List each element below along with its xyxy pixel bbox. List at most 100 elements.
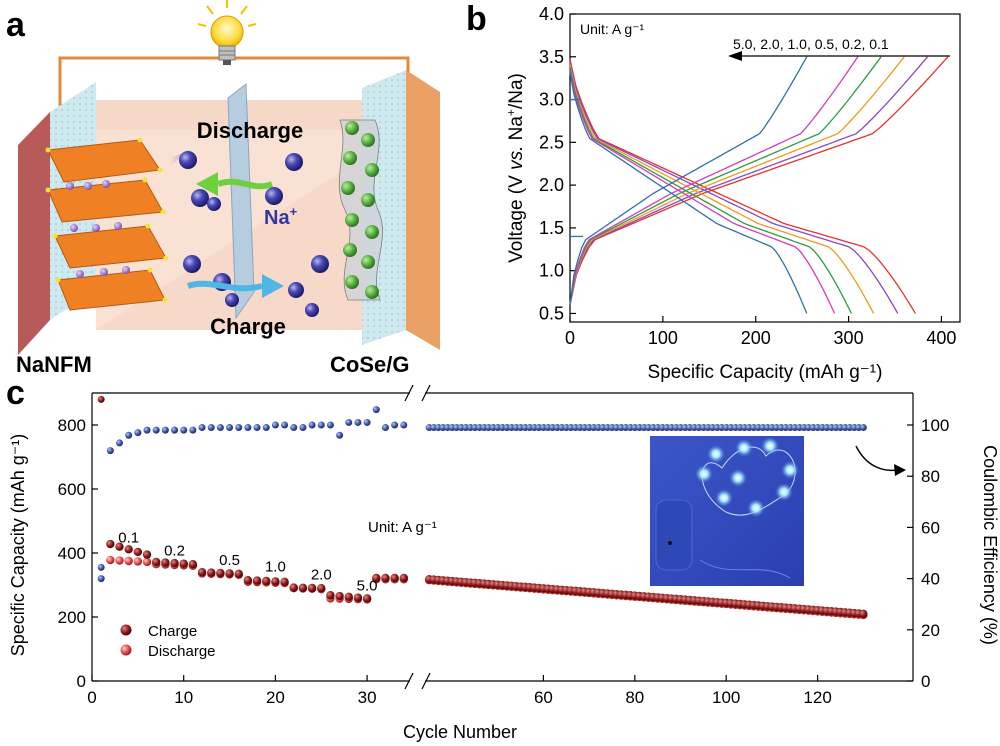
ce-point bbox=[152, 426, 160, 434]
ce-point bbox=[125, 431, 133, 439]
panel-b-charge-curve-5.0 bbox=[569, 56, 808, 305]
panel-c-y-right-tick-label: 0 bbox=[921, 672, 930, 691]
legend-charge-marker bbox=[120, 624, 132, 636]
charge-point bbox=[252, 576, 262, 585]
charge-point bbox=[344, 592, 353, 602]
panel-b-label: b bbox=[466, 0, 487, 38]
right-current-collector bbox=[406, 70, 440, 350]
panel-b-y-tick-label: 3.5 bbox=[539, 47, 564, 67]
panel-b-charge-curve-0.1 bbox=[569, 56, 949, 306]
discharge-point bbox=[133, 557, 143, 566]
ce-point bbox=[180, 426, 188, 434]
panel-c-y-left-tick-label: 200 bbox=[58, 608, 86, 627]
panel-b-unit-note: Unit: A g⁻¹ bbox=[580, 21, 645, 37]
panel-c-x-tick-label: 20 bbox=[266, 688, 285, 707]
panel-c-y-left-tick-label: 400 bbox=[58, 544, 86, 563]
panel-c-axis-break-mark bbox=[404, 384, 414, 402]
panel-c-rate-label: 1.0 bbox=[265, 558, 286, 575]
panel-c-y-right-label: Coulombic Efficiency (%) bbox=[980, 445, 1000, 645]
ce-point bbox=[198, 424, 206, 432]
ce-point bbox=[372, 406, 380, 414]
ce-point bbox=[97, 575, 105, 583]
charge-label: Charge bbox=[210, 314, 286, 339]
legend-discharge-label: Discharge bbox=[148, 643, 216, 660]
charge-point bbox=[133, 547, 143, 557]
charge-point bbox=[216, 568, 225, 578]
right-electrode-name: CoSe/G bbox=[330, 352, 409, 377]
panel-b-rate-list: 5.0, 2.0, 1.0, 0.5, 0.2, 0.1 bbox=[733, 36, 889, 52]
panel-a-schematic: a bbox=[6, 0, 440, 377]
discharge-point bbox=[115, 556, 124, 565]
panel-c-rate-label: 2.0 bbox=[311, 566, 332, 583]
panel-b-discharge-curve-5.0 bbox=[569, 72, 808, 314]
ce-point bbox=[189, 426, 197, 434]
ce-point bbox=[336, 431, 344, 439]
charge-point bbox=[280, 577, 289, 586]
charge-point bbox=[97, 395, 105, 403]
panel-c-y-left-tick-label: 800 bbox=[58, 416, 86, 435]
panel-c-rate-label: 0.2 bbox=[164, 542, 185, 559]
ce-point bbox=[226, 424, 234, 432]
charge-point bbox=[859, 609, 868, 618]
panel-b-x-tick-label: 0 bbox=[565, 328, 575, 348]
panel-c-axis-break-mark bbox=[421, 384, 431, 402]
panel-c-y-right-tick-label: 80 bbox=[921, 467, 940, 486]
panel-c-x-tick-label: 30 bbox=[358, 688, 377, 707]
charge-point bbox=[362, 594, 372, 603]
panel-b-y-tick-label: 0.5 bbox=[539, 303, 564, 323]
coSe-graphene-electrode bbox=[338, 119, 383, 301]
charge-point bbox=[243, 576, 253, 585]
separator bbox=[227, 83, 255, 320]
charge-point bbox=[161, 558, 170, 567]
charge-point bbox=[326, 591, 335, 600]
panel-b-x-tick-label: 400 bbox=[926, 328, 956, 348]
charge-point bbox=[234, 569, 243, 578]
panel-b-y-tick-label: 1.0 bbox=[539, 261, 564, 281]
panel-b-curves bbox=[569, 56, 949, 314]
charge-point bbox=[115, 542, 124, 551]
panel-a-label: a bbox=[6, 6, 26, 44]
panel-c-axis-ticks: 0 10 20 30 60 80 100 120 0 200 400 600 800 0 20 40 60 80 1… bbox=[58, 416, 950, 707]
charge-arrow-icon bbox=[186, 274, 284, 298]
charge-point bbox=[124, 545, 133, 554]
panel-c-x-tick-label: 120 bbox=[803, 688, 831, 707]
panel-c-rate-annotations: 0.10.20.51.02.05.00.5 bbox=[118, 530, 677, 595]
panel-b-discharge-curve-0.2 bbox=[569, 61, 899, 314]
panel-b-charge-curve-2.0 bbox=[569, 56, 859, 306]
discharge-point bbox=[142, 557, 152, 567]
charge-point bbox=[381, 573, 390, 583]
panel-b-y-tick-label: 2.5 bbox=[539, 132, 564, 152]
panel-b-charge-curve-0.5 bbox=[569, 56, 905, 306]
layered-oxide-slabs bbox=[45, 137, 169, 311]
discharge-point bbox=[124, 556, 133, 566]
legend-charge-label: Charge bbox=[148, 623, 197, 640]
ce-point bbox=[134, 429, 142, 437]
panel-b-voltage-profiles: b 0 100 200 300 4000.51.01.52.02.53.03.54.0 … bbox=[466, 0, 961, 383]
ce-point bbox=[262, 424, 270, 432]
ce-point bbox=[299, 424, 307, 432]
panel-c-x-tick-label: 10 bbox=[174, 688, 193, 707]
charge-point bbox=[179, 559, 188, 568]
charge-point bbox=[225, 569, 234, 578]
charge-point bbox=[335, 591, 344, 601]
ce-point bbox=[363, 418, 371, 426]
panel-c-data-points bbox=[97, 395, 868, 620]
panel-b-x-tick-label: 100 bbox=[648, 328, 678, 348]
charge-point bbox=[142, 550, 152, 559]
ce-point bbox=[244, 424, 252, 432]
ce-point bbox=[281, 421, 289, 429]
left-current-collector bbox=[18, 112, 50, 355]
ce-point bbox=[317, 421, 325, 429]
panel-c-y-right-tick-label: 100 bbox=[921, 416, 949, 435]
panel-b-y-tick-label: 1.5 bbox=[539, 218, 564, 238]
panel-c-x-tick-label: 80 bbox=[625, 688, 644, 707]
ce-pointer-arrow-icon bbox=[855, 445, 906, 476]
charge-point bbox=[390, 573, 399, 583]
ce-point bbox=[116, 439, 124, 447]
ce-point bbox=[207, 424, 215, 432]
charge-point bbox=[207, 568, 216, 577]
ce-point bbox=[354, 418, 362, 426]
panel-c-x-tick-label: 0 bbox=[87, 688, 96, 707]
sodium-ion-label: Na+ bbox=[264, 204, 298, 229]
charge-point bbox=[197, 568, 207, 577]
